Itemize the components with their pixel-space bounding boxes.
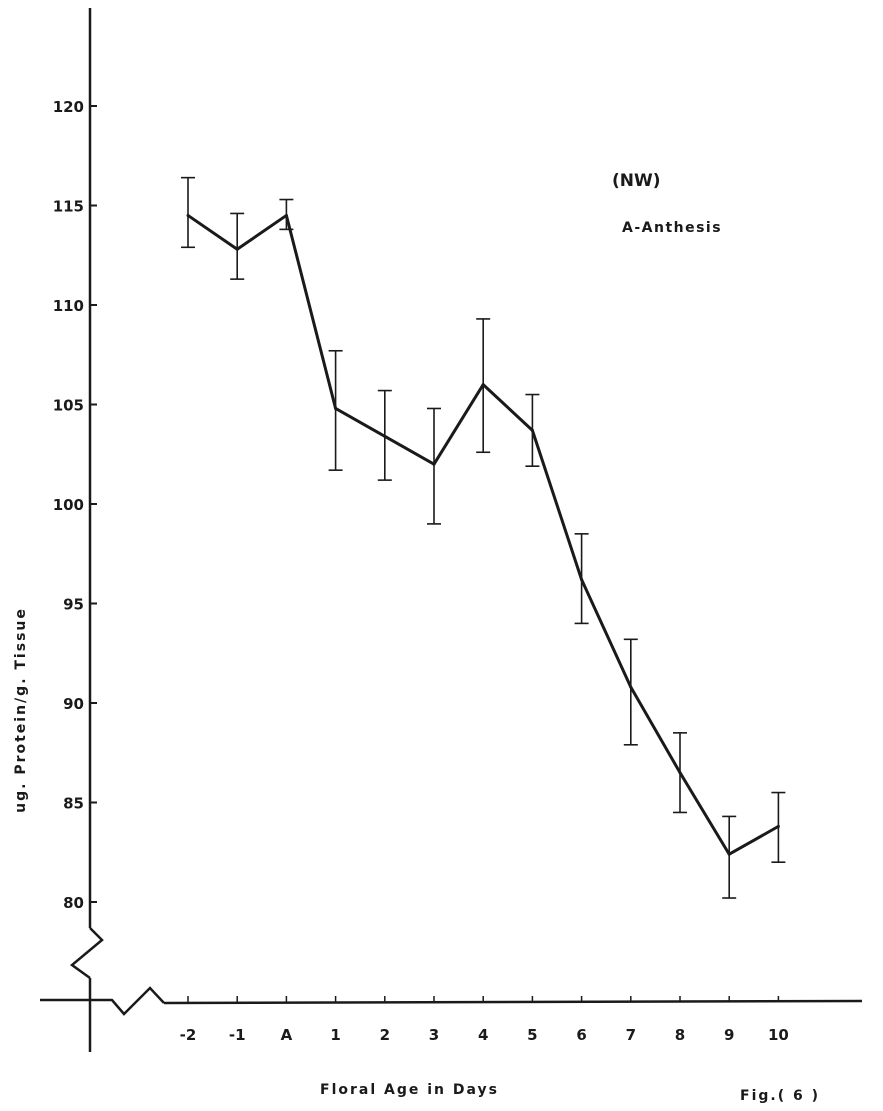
x-tick-label: A [281,1026,293,1044]
annotation-anthesis: A-Anthesis [622,220,722,236]
y-tick-label: 115 [53,198,84,216]
x-tick-label: 6 [576,1026,586,1044]
data-point [776,824,780,828]
data-line [187,213,780,856]
x-tick-label: -1 [229,1026,246,1044]
y-tick-label: 105 [53,397,84,415]
annotation-nw: (NW) [612,171,661,191]
data-point [284,213,288,217]
data-point [530,428,534,432]
y-ticks: 80 85 90 95 100 105 110 115 120 [53,98,97,912]
data-point [334,406,338,410]
x-tick-label: 2 [380,1026,390,1044]
x-tick-label: 8 [675,1026,685,1044]
y-axis-title: ug. Protein/g. Tissue [13,607,29,813]
error-bars [181,176,786,899]
error-bar [427,407,441,525]
x-tick-label: 7 [626,1026,636,1044]
x-axis-line [163,999,863,1005]
data-point [235,247,239,251]
data-point [383,434,387,438]
error-bar [230,212,245,280]
axes [40,8,863,1052]
data-point [580,578,584,582]
series-line [186,213,780,856]
y-tick-label: 85 [63,795,84,813]
x-tick-label: 3 [429,1026,439,1044]
data-point [629,685,633,689]
y-tick-label: 90 [63,695,84,713]
x-tick-label: 4 [478,1026,488,1044]
y-axis-break-mark [69,927,104,980]
data-point [186,213,190,217]
data-point [481,383,485,387]
y-tick-label: 80 [63,894,84,912]
x-tick-label: 10 [768,1026,789,1044]
x-axis-break-line [40,986,165,1016]
x-tick-label: 5 [527,1026,537,1044]
x-axis-title: Floral Age in Days [320,1082,499,1098]
y-tick-label: 120 [53,98,84,116]
figure-label: Fig.( 6 ) [740,1088,820,1104]
x-ticks: -2 -1 A 1 2 3 4 5 6 7 8 9 10 [180,996,789,1044]
error-bar [181,176,195,249]
x-tick-label: 1 [330,1026,340,1044]
data-point [678,771,682,775]
data-point [432,462,436,466]
error-bar [328,349,343,471]
error-bar [623,638,638,746]
data-point [727,852,731,856]
y-tick-label: 100 [53,496,84,514]
error-bar [722,815,737,899]
y-tick-label: 95 [63,596,84,614]
y-tick-label: 110 [53,297,84,315]
x-tick-label: -2 [180,1026,197,1044]
x-tick-label: 9 [724,1026,734,1044]
